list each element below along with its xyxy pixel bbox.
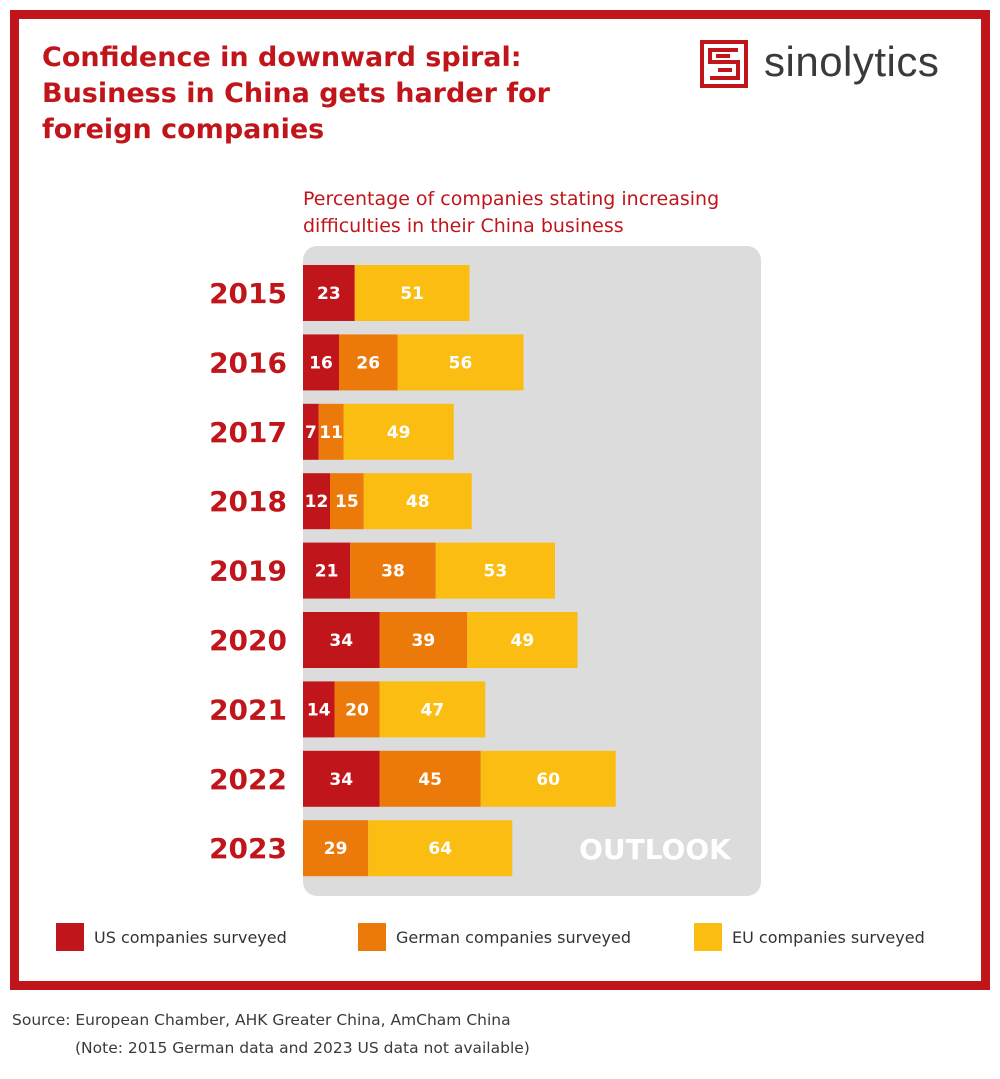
category-label: 2020 xyxy=(209,624,287,657)
category-label: 2023 xyxy=(209,832,287,865)
data-label: 49 xyxy=(511,631,535,651)
category-label: 2022 xyxy=(209,763,287,796)
bar-segment xyxy=(330,473,364,530)
data-label: 48 xyxy=(406,492,430,512)
data-label: 12 xyxy=(305,492,329,512)
bar-segment xyxy=(435,542,555,599)
bar-segment xyxy=(379,681,486,738)
data-label: 34 xyxy=(329,770,353,790)
legend-label-eu: EU companies surveyed xyxy=(732,928,925,947)
data-label: 21 xyxy=(315,562,339,582)
data-label: 23 xyxy=(317,284,341,304)
data-label: 20 xyxy=(345,700,369,720)
data-label: 26 xyxy=(356,353,380,373)
category-label: 2018 xyxy=(209,485,287,518)
title-bold: Confidence in downward spiral: xyxy=(42,42,522,73)
data-label: 49 xyxy=(387,423,411,443)
category-label: 2016 xyxy=(209,346,287,379)
bar-segment xyxy=(397,334,524,391)
bar-segment xyxy=(303,403,319,460)
data-label: 11 xyxy=(319,423,343,443)
bar-segment xyxy=(318,403,344,460)
logo-text: sinolytics xyxy=(764,38,940,85)
bar-segment xyxy=(350,542,436,599)
data-label: 47 xyxy=(421,700,445,720)
data-label: 29 xyxy=(324,839,348,859)
bar-segment xyxy=(363,473,472,530)
legend-swatch-german xyxy=(358,923,386,951)
legend-label-us: US companies surveyed xyxy=(94,928,287,947)
bar-segment xyxy=(303,265,355,321)
bar-segment xyxy=(343,403,454,460)
bar-segment xyxy=(379,750,481,807)
bar-segment xyxy=(334,681,380,738)
data-label: 38 xyxy=(381,562,405,582)
bar-segment xyxy=(480,750,616,807)
data-label: 56 xyxy=(449,353,473,373)
bar-segment xyxy=(303,681,335,738)
outlook-annotation: OUTLOOK xyxy=(579,833,732,866)
legend-label-german: German companies surveyed xyxy=(396,928,631,947)
bar-segment xyxy=(303,473,330,530)
bar-segment xyxy=(354,265,470,321)
data-label: 34 xyxy=(329,631,353,651)
sinolytics-logo-icon xyxy=(700,40,748,88)
data-label: 15 xyxy=(335,492,359,512)
bar-segment xyxy=(303,334,339,391)
category-label: 2021 xyxy=(209,693,287,726)
data-label: 45 xyxy=(418,770,442,790)
bar-segment xyxy=(339,334,398,391)
category-label: 2017 xyxy=(209,416,287,449)
data-label: 51 xyxy=(400,284,424,304)
bar-segment xyxy=(303,542,351,599)
bar-segment xyxy=(303,612,380,668)
data-label: 53 xyxy=(484,562,508,582)
legend-swatch-eu xyxy=(694,923,722,951)
title-rest: Business in China gets harder for foreig… xyxy=(42,78,550,145)
chart-title: Confidence in downward spiral: Business … xyxy=(42,40,662,148)
source-text: Source: European Chamber, AHK Greater Ch… xyxy=(12,1011,511,1029)
bar-segment xyxy=(467,612,578,668)
data-label: 60 xyxy=(536,770,560,790)
bar-segment xyxy=(303,750,380,807)
data-label: 16 xyxy=(309,353,333,373)
data-label: 64 xyxy=(428,839,452,859)
note-text: (Note: 2015 German data and 2023 US data… xyxy=(75,1039,530,1057)
data-label: 14 xyxy=(307,700,331,720)
chart-subtitle: Percentage of companies stating increasi… xyxy=(303,188,720,237)
category-label: 2019 xyxy=(209,555,287,588)
bar-segment xyxy=(379,612,468,668)
data-label: 39 xyxy=(412,631,436,651)
bar-segment xyxy=(303,820,369,877)
bar-segment xyxy=(368,820,513,877)
data-label: 7 xyxy=(305,423,317,443)
category-label: 2015 xyxy=(209,277,287,310)
legend-swatch-us xyxy=(56,923,84,951)
